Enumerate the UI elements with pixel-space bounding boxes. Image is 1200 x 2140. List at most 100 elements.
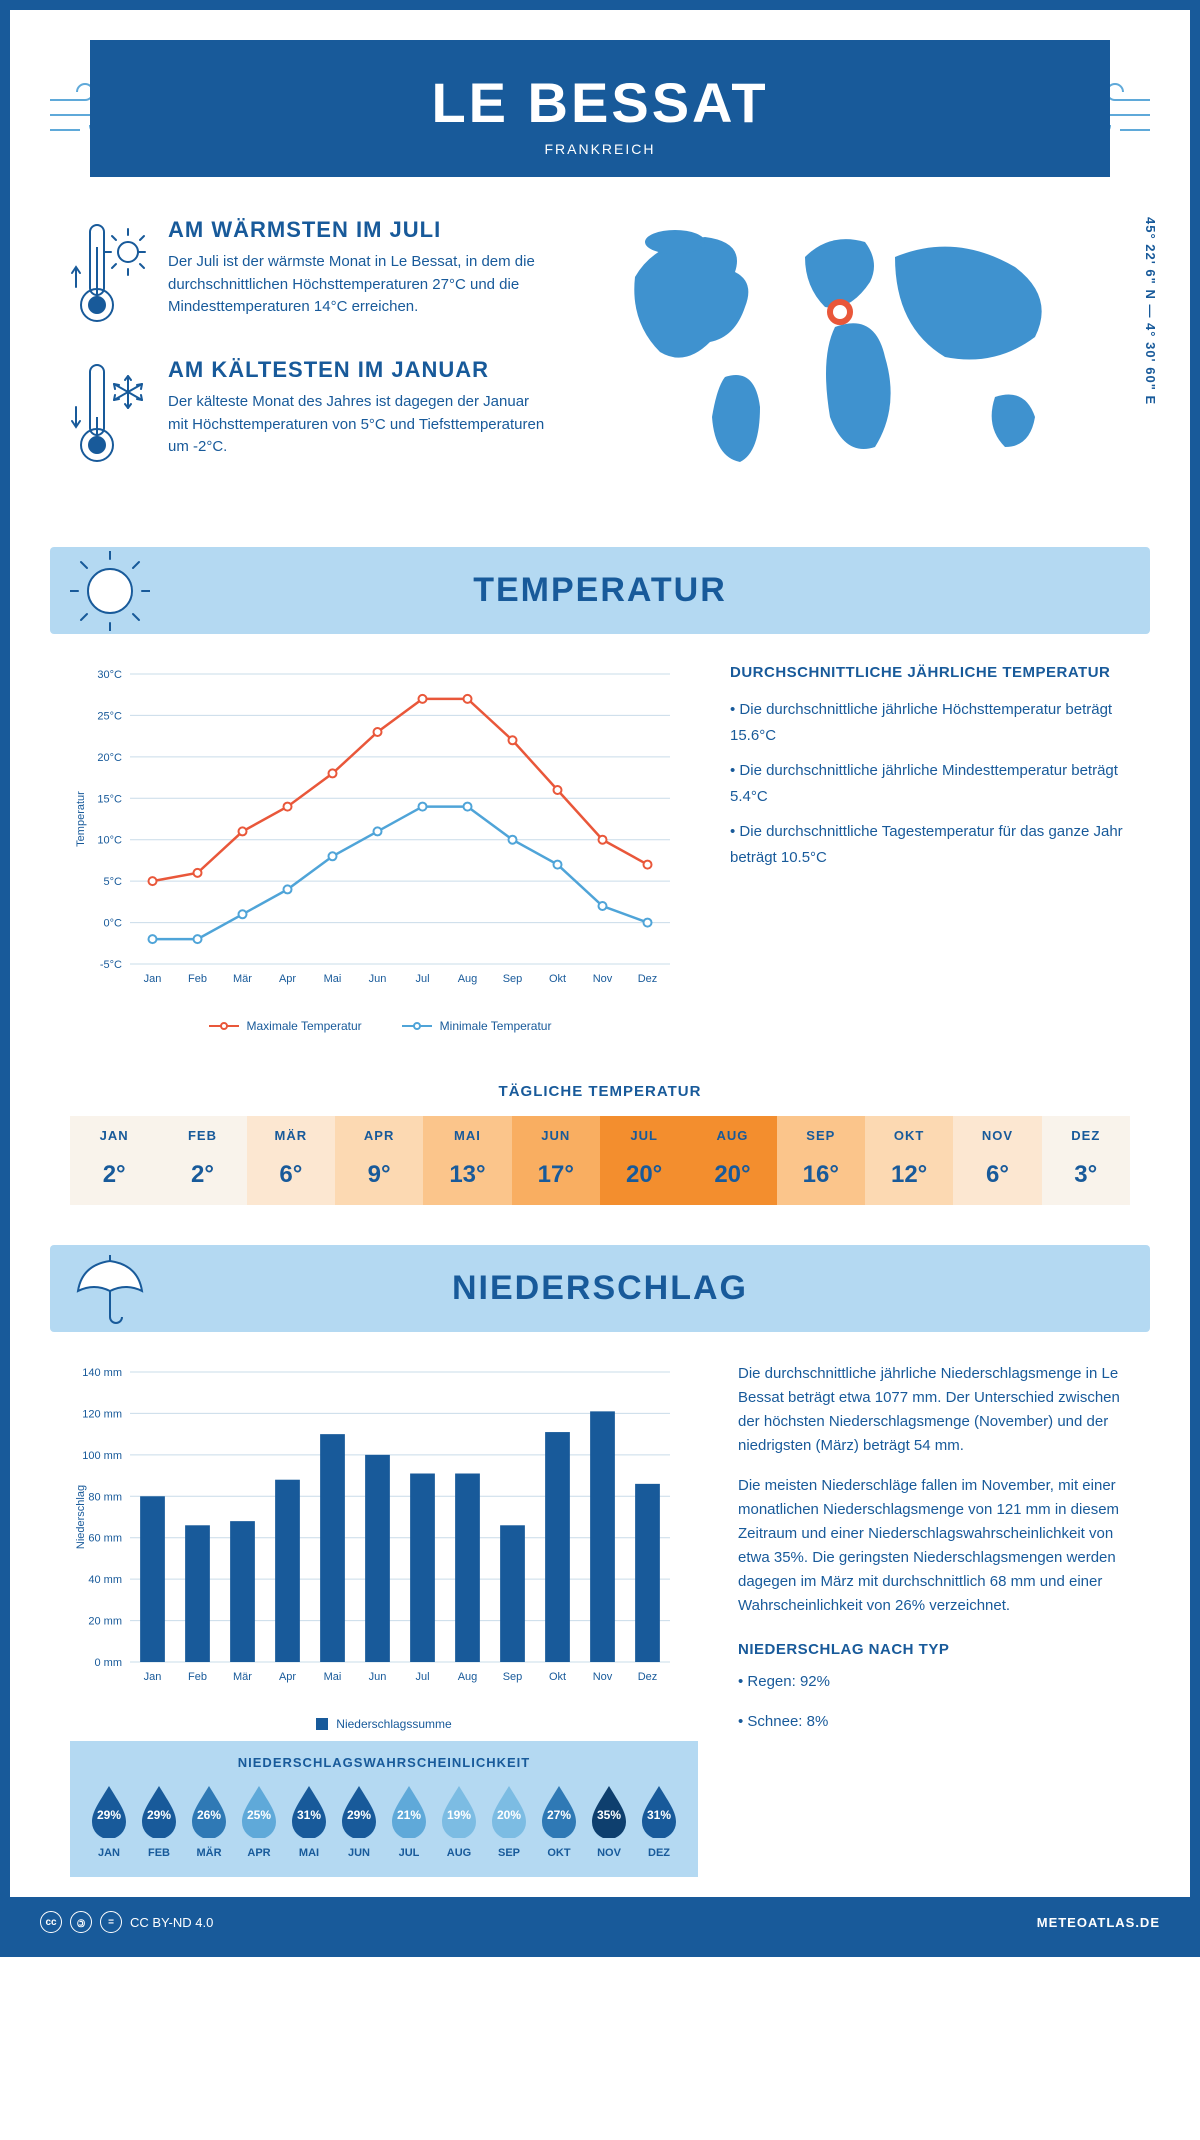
- world-map-icon: [615, 217, 1075, 477]
- thermometer-cold-icon: [70, 357, 150, 467]
- svg-text:Dez: Dez: [638, 973, 658, 985]
- precip-drop: 26%MÄR: [186, 1782, 232, 1859]
- svg-text:120 mm: 120 mm: [82, 1408, 122, 1420]
- cc-icon: cc: [40, 1911, 62, 1933]
- legend-precip-label: Niederschlagssumme: [336, 1717, 451, 1731]
- daily-temp-title: TÄGLICHE TEMPERATUR: [10, 1083, 1190, 1100]
- daily-cell: SEP16°: [777, 1116, 865, 1205]
- svg-text:15°C: 15°C: [97, 793, 122, 805]
- svg-text:140 mm: 140 mm: [82, 1367, 122, 1379]
- svg-text:Jul: Jul: [415, 1671, 429, 1683]
- temp-bullet: • Die durchschnittliche Tagestemperatur …: [730, 819, 1130, 870]
- svg-text:Mai: Mai: [324, 973, 342, 985]
- svg-text:Okt: Okt: [549, 973, 566, 985]
- precip-drop: 35%NOV: [586, 1782, 632, 1859]
- temperature-section-head: TEMPERATUR: [50, 547, 1150, 634]
- svg-text:Feb: Feb: [188, 973, 207, 985]
- svg-text:Jan: Jan: [144, 973, 162, 985]
- svg-text:Jan: Jan: [144, 1671, 162, 1683]
- svg-text:Dez: Dez: [638, 1671, 658, 1683]
- precip-drop: 29%JUN: [336, 1782, 382, 1859]
- daily-cell: MAI13°: [423, 1116, 511, 1205]
- warmest-block: AM WÄRMSTEN IM JULI Der Juli ist der wär…: [70, 217, 585, 327]
- svg-text:Apr: Apr: [279, 1671, 296, 1683]
- svg-text:5°C: 5°C: [104, 876, 123, 888]
- svg-text:Sep: Sep: [503, 973, 523, 985]
- temp-bullet: • Die durchschnittliche jährliche Höchst…: [730, 697, 1130, 748]
- precip-drop: 27%OKT: [536, 1782, 582, 1859]
- daily-cell: JUN17°: [512, 1116, 600, 1205]
- precip-type-bullet: • Regen: 92%: [738, 1670, 1130, 1694]
- precip-legend: Niederschlagssumme: [70, 1717, 698, 1731]
- temp-text-heading: DURCHSCHNITTLICHE JÄHRLICHE TEMPERATUR: [730, 664, 1130, 681]
- precip-paragraph: Die durchschnittliche jährliche Niedersc…: [738, 1362, 1130, 1458]
- umbrella-icon: [70, 1249, 150, 1329]
- svg-text:100 mm: 100 mm: [82, 1450, 122, 1462]
- precip-drop: 31%DEZ: [636, 1782, 682, 1859]
- svg-text:Apr: Apr: [279, 973, 296, 985]
- sun-icon: [70, 551, 150, 631]
- svg-text:-5°C: -5°C: [100, 959, 122, 971]
- precip-heading: NIEDERSCHLAG: [50, 1269, 1150, 1308]
- precip-section-head: NIEDERSCHLAG: [50, 1245, 1150, 1332]
- coordinates: 45° 22' 6" N — 4° 30' 60" E: [1143, 217, 1158, 405]
- svg-text:Jul: Jul: [415, 973, 429, 985]
- svg-text:10°C: 10°C: [97, 835, 122, 847]
- svg-text:Okt: Okt: [549, 1671, 566, 1683]
- daily-cell: JAN2°: [70, 1116, 158, 1205]
- svg-text:Jun: Jun: [369, 1671, 387, 1683]
- svg-text:Temperatur: Temperatur: [75, 791, 87, 847]
- temp-bullet: • Die durchschnittliche jährliche Mindes…: [730, 758, 1130, 809]
- svg-text:20 mm: 20 mm: [88, 1616, 122, 1628]
- daily-cell: JUL20°: [600, 1116, 688, 1205]
- svg-text:80 mm: 80 mm: [88, 1491, 122, 1503]
- coldest-block: AM KÄLTESTEN IM JANUAR Der kälteste Mona…: [70, 357, 585, 467]
- svg-text:Aug: Aug: [458, 1671, 478, 1683]
- precip-drop: 31%MAI: [286, 1782, 332, 1859]
- svg-text:25°C: 25°C: [97, 710, 122, 722]
- temperature-line-chart: -5°C0°C5°C10°C15°C20°C25°C30°CJanFebMärA…: [70, 664, 690, 1004]
- page-title: LE BESSAT: [90, 70, 1110, 135]
- svg-text:Nov: Nov: [593, 1671, 613, 1683]
- svg-text:40 mm: 40 mm: [88, 1574, 122, 1586]
- footer: cc 🄯 = CC BY-ND 4.0 METEOATLAS.DE: [10, 1897, 1190, 1947]
- precip-type-bullet: • Schnee: 8%: [738, 1710, 1130, 1734]
- daily-temp-row: JAN2°FEB2°MÄR6°APR9°MAI13°JUN17°JUL20°AU…: [70, 1116, 1130, 1205]
- svg-text:Aug: Aug: [458, 973, 478, 985]
- coldest-heading: AM KÄLTESTEN IM JANUAR: [168, 357, 548, 383]
- svg-text:20°C: 20°C: [97, 752, 122, 764]
- precip-drop: 19%AUG: [436, 1782, 482, 1859]
- legend-min-label: Minimale Temperatur: [440, 1019, 552, 1033]
- svg-text:Sep: Sep: [503, 1671, 523, 1683]
- license-label: CC BY-ND 4.0: [130, 1915, 213, 1930]
- warmest-text: Der Juli ist der wärmste Monat in Le Bes…: [168, 251, 548, 319]
- svg-text:60 mm: 60 mm: [88, 1533, 122, 1545]
- svg-text:Feb: Feb: [188, 1671, 207, 1683]
- svg-text:Jun: Jun: [369, 973, 387, 985]
- svg-text:Mai: Mai: [324, 1671, 342, 1683]
- coldest-text: Der kälteste Monat des Jahres ist dagege…: [168, 391, 548, 459]
- daily-cell: AUG20°: [688, 1116, 776, 1205]
- prob-title: NIEDERSCHLAGSWAHRSCHEINLICHKEIT: [86, 1755, 682, 1770]
- svg-text:Niederschlag: Niederschlag: [75, 1485, 87, 1549]
- precip-drop: 25%APR: [236, 1782, 282, 1859]
- temp-legend: Maximale Temperatur Minimale Temperatur: [70, 1019, 690, 1033]
- temperature-heading: TEMPERATUR: [50, 571, 1150, 610]
- warmest-heading: AM WÄRMSTEN IM JULI: [168, 217, 548, 243]
- precip-paragraph: Die meisten Niederschläge fallen im Nove…: [738, 1474, 1130, 1618]
- site-label: METEOATLAS.DE: [1037, 1915, 1160, 1930]
- nd-icon: =: [100, 1911, 122, 1933]
- daily-cell: DEZ3°: [1042, 1116, 1130, 1205]
- daily-cell: FEB2°: [158, 1116, 246, 1205]
- precip-type-heading: NIEDERSCHLAG NACH TYP: [738, 1638, 1130, 1662]
- daily-cell: APR9°: [335, 1116, 423, 1205]
- svg-text:30°C: 30°C: [97, 669, 122, 681]
- svg-text:0°C: 0°C: [104, 918, 123, 930]
- legend-max-label: Maximale Temperatur: [247, 1019, 362, 1033]
- precipitation-bar-chart: 0 mm20 mm40 mm60 mm80 mm100 mm120 mm140 …: [70, 1362, 690, 1702]
- precip-drop: 21%JUL: [386, 1782, 432, 1859]
- daily-cell: MÄR6°: [247, 1116, 335, 1205]
- header-banner: LE BESSAT FRANKREICH: [90, 40, 1110, 177]
- svg-text:Nov: Nov: [593, 973, 613, 985]
- thermometer-hot-icon: [70, 217, 150, 327]
